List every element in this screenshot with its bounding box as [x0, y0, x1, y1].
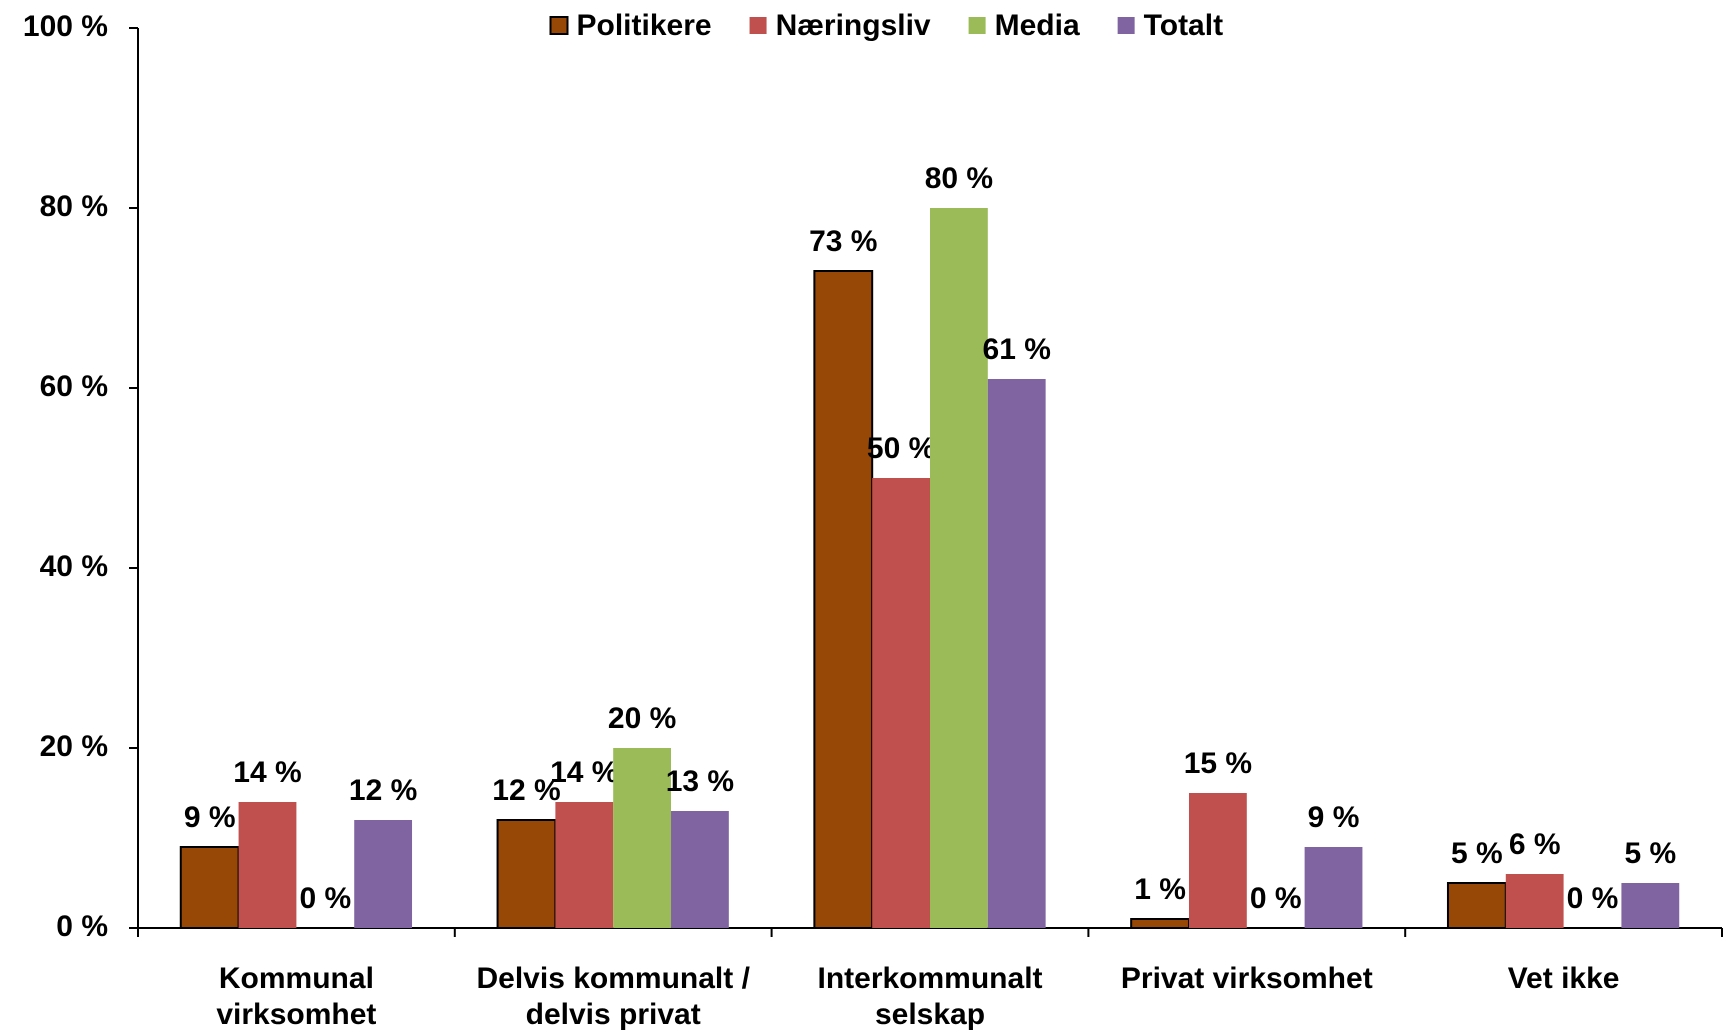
data-label: 0 % — [299, 882, 351, 915]
data-label: 1 % — [1134, 873, 1186, 906]
bar — [930, 208, 988, 928]
data-label: 12 % — [349, 774, 417, 807]
data-label: 5 % — [1624, 837, 1676, 870]
legend-swatch — [968, 17, 986, 34]
data-label: 20 % — [608, 702, 676, 735]
data-label: 9 % — [184, 801, 236, 834]
data-label: 80 % — [925, 162, 993, 195]
bar — [613, 748, 672, 928]
x-tick-label: Delvis kommunalt / delvis privat — [476, 962, 750, 1031]
y-tick-label: 0 % — [56, 910, 108, 943]
bar — [354, 820, 413, 928]
legend-swatch — [749, 17, 767, 34]
legend-swatch — [1117, 17, 1135, 34]
bar — [1188, 793, 1247, 928]
y-tick-label: 100 % — [23, 10, 108, 43]
data-label: 0 % — [1250, 882, 1302, 915]
y-tick-label: 60 % — [40, 370, 108, 403]
data-label: 9 % — [1308, 801, 1360, 834]
bar — [555, 802, 614, 928]
bar — [496, 819, 557, 929]
data-label: 14 % — [550, 756, 618, 789]
bar — [987, 379, 1046, 928]
legend-label: Media — [995, 9, 1080, 42]
x-tick-label: Kommunal virksomhet — [216, 962, 376, 1031]
data-label: 61 % — [983, 333, 1051, 366]
bar — [813, 270, 874, 929]
y-tick-label: 20 % — [40, 730, 108, 763]
data-label: 12 % — [492, 774, 560, 807]
bar — [179, 846, 240, 929]
x-tick-label: Vet ikke — [1508, 962, 1620, 995]
bar — [872, 478, 930, 928]
legend-label: Politikere — [577, 9, 712, 42]
data-label: 5 % — [1451, 837, 1503, 870]
data-label: 15 % — [1184, 747, 1252, 780]
data-label: 73 % — [809, 225, 877, 258]
data-label: 14 % — [233, 756, 301, 789]
data-label: 6 % — [1509, 828, 1561, 861]
bar — [1621, 883, 1680, 928]
legend-swatch — [549, 16, 569, 35]
bar — [1304, 847, 1363, 928]
data-label: 13 % — [666, 765, 734, 798]
legend-label: Næringsliv — [776, 9, 931, 42]
data-label: 50 % — [867, 432, 935, 465]
bar — [238, 802, 297, 928]
bar — [671, 811, 729, 928]
bar — [1505, 874, 1564, 928]
bar — [1446, 882, 1507, 929]
y-tick-label: 80 % — [40, 190, 108, 223]
bar — [1130, 918, 1190, 929]
y-tick-label: 40 % — [40, 550, 108, 583]
x-tick-label: Interkommunalt selskap — [817, 962, 1042, 1031]
data-label: 0 % — [1567, 882, 1619, 915]
legend-label: Totalt — [1144, 9, 1223, 42]
x-tick-label: Privat virksomhet — [1121, 962, 1373, 995]
